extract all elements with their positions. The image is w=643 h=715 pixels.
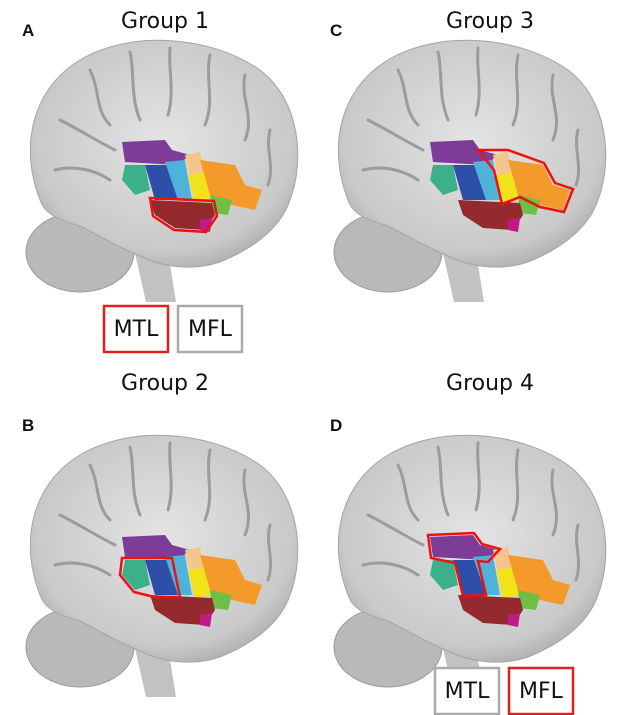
brain-image xyxy=(332,433,608,699)
legend-label: MTL xyxy=(114,317,159,342)
brain-image xyxy=(24,38,300,304)
legend-box xyxy=(433,666,501,715)
panel-letter: C xyxy=(330,21,342,40)
brain-image xyxy=(332,38,608,304)
panel-d: D Group 4 xyxy=(330,371,608,699)
panel-letter: D xyxy=(330,416,342,435)
panel-title: Group 1 xyxy=(121,9,209,34)
panel-b: B Group 2 xyxy=(22,371,300,699)
panel-title: Group 3 xyxy=(446,9,534,34)
region-outline xyxy=(148,196,219,234)
panel-title: Group 2 xyxy=(121,371,209,396)
panel-letter: B xyxy=(22,416,34,435)
legend-label: MFL xyxy=(188,317,233,342)
brain-image xyxy=(24,433,300,699)
region-outline xyxy=(475,148,575,214)
panel-title: Group 4 xyxy=(446,371,534,396)
panel-a: A Group 1 xyxy=(22,9,300,304)
panel-letter: A xyxy=(22,21,34,40)
legend-box xyxy=(507,666,575,715)
region-outline xyxy=(426,531,503,598)
panel-c: C Group 3 xyxy=(330,9,608,304)
legend-label: MTL xyxy=(445,679,490,704)
region-outline xyxy=(118,556,182,599)
legend-label: MFL xyxy=(519,679,564,704)
legend-box xyxy=(102,304,170,354)
legend: MTL MFL xyxy=(433,666,575,715)
legend-box xyxy=(176,304,244,354)
legend: MTL MFL xyxy=(102,304,244,354)
